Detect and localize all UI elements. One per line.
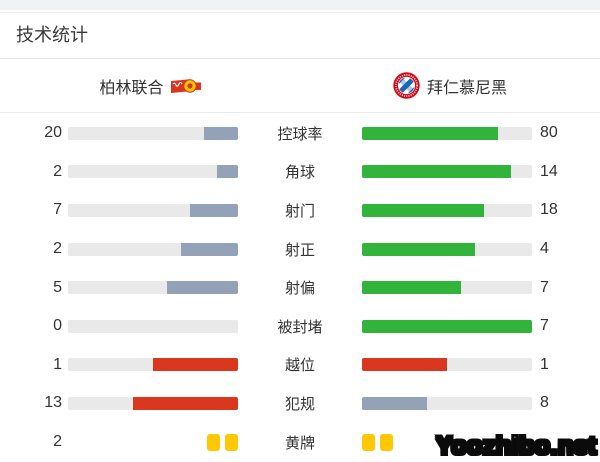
stat-label: 射门 xyxy=(284,202,315,220)
stat-row: 20 控球率 80 xyxy=(0,114,600,153)
stat-row: 2 黄牌 xyxy=(0,423,600,462)
away-bar xyxy=(362,281,532,295)
union-berlin-crest-icon xyxy=(170,78,201,93)
yellow-card-icon xyxy=(225,433,238,451)
away-bar-fill xyxy=(362,396,427,410)
stat-label: 越位 xyxy=(284,357,315,375)
page-title: 技术统计 xyxy=(16,25,88,45)
stat-label: 射正 xyxy=(284,241,315,259)
away-bar-fill xyxy=(362,126,498,140)
home-value: 7 xyxy=(53,201,62,219)
home-bar-fill xyxy=(132,396,238,410)
home-value: 20 xyxy=(44,124,62,142)
top-divider xyxy=(0,10,600,13)
home-bar-fill xyxy=(190,203,238,217)
away-bar xyxy=(362,396,532,410)
home-bar xyxy=(68,203,238,217)
home-value: 0 xyxy=(53,317,62,335)
stat-row: 7 射门 18 xyxy=(0,191,600,230)
stat-label: 控球率 xyxy=(277,125,323,143)
home-value: 5 xyxy=(53,278,62,296)
away-team-header: 拜仁慕尼黑 xyxy=(300,72,600,99)
home-bar xyxy=(68,396,238,410)
home-bar xyxy=(68,433,238,451)
away-value: 4 xyxy=(540,240,549,258)
home-bar xyxy=(68,242,238,256)
home-value: 13 xyxy=(44,394,62,412)
away-bar xyxy=(362,203,532,217)
stats-rows: 20 控球率 80 2 角球 14 7 射门 18 2 xyxy=(0,113,600,461)
stat-label: 被封堵 xyxy=(277,318,323,336)
stat-label: 黄牌 xyxy=(284,434,315,452)
home-bar-fill xyxy=(216,165,238,179)
away-bar xyxy=(362,165,532,179)
section-title-bar: 技术统计 xyxy=(0,13,600,59)
home-team-name: 柏林联合 xyxy=(99,79,164,97)
bayern-munich-crest-icon xyxy=(393,72,420,99)
home-value: 1 xyxy=(53,355,62,373)
away-bar xyxy=(362,358,532,372)
yellow-card-icon xyxy=(380,433,393,451)
home-bar-fill xyxy=(153,358,238,372)
stat-row: 1 越位 1 xyxy=(0,346,600,385)
home-bar xyxy=(68,358,238,372)
away-value: 8 xyxy=(540,394,549,412)
stat-label: 角球 xyxy=(284,164,315,182)
stat-label: 射偏 xyxy=(284,280,315,298)
stat-label: 犯规 xyxy=(284,395,315,413)
away-bar xyxy=(362,319,532,333)
watermark-text: Yoozhibo.net xyxy=(435,432,597,460)
team-header: 柏林联合 xyxy=(0,59,600,113)
away-bar-fill xyxy=(362,319,532,333)
away-value: 1 xyxy=(540,355,549,373)
home-bar-fill xyxy=(167,281,238,295)
home-bar xyxy=(68,165,238,179)
away-value: 80 xyxy=(540,124,558,142)
stat-row: 0 被封堵 7 xyxy=(0,307,600,346)
away-value: 18 xyxy=(540,201,558,219)
home-team-header: 柏林联合 xyxy=(0,74,300,98)
yellow-card-icon xyxy=(207,433,220,451)
stat-row: 2 射正 4 xyxy=(0,230,600,269)
away-bar-fill xyxy=(362,281,462,295)
home-bar-fill xyxy=(181,242,238,256)
home-bar xyxy=(68,126,238,140)
away-value: 7 xyxy=(540,317,549,335)
away-value: 14 xyxy=(540,162,558,180)
home-value: 2 xyxy=(53,433,62,451)
yellow-card-icon xyxy=(362,433,375,451)
away-bar xyxy=(362,242,532,256)
top-strip xyxy=(0,0,600,10)
away-bar-fill xyxy=(362,203,485,217)
away-bar-fill xyxy=(362,242,476,256)
away-team-name: 拜仁慕尼黑 xyxy=(426,79,507,97)
watermark: Yoozhibo.net xyxy=(436,434,597,459)
home-bar xyxy=(68,281,238,295)
home-value: 2 xyxy=(53,240,62,258)
stat-row: 2 角球 14 xyxy=(0,153,600,192)
away-bar-fill xyxy=(362,358,447,372)
stat-row: 13 犯规 8 xyxy=(0,384,600,423)
stat-row: 5 射偏 7 xyxy=(0,268,600,307)
home-bar xyxy=(68,319,238,333)
away-value: 7 xyxy=(540,278,549,296)
away-bar xyxy=(362,433,532,451)
away-bar xyxy=(362,126,532,140)
home-bar-fill xyxy=(204,126,238,140)
away-bar-fill xyxy=(362,165,511,179)
home-value: 2 xyxy=(53,162,62,180)
